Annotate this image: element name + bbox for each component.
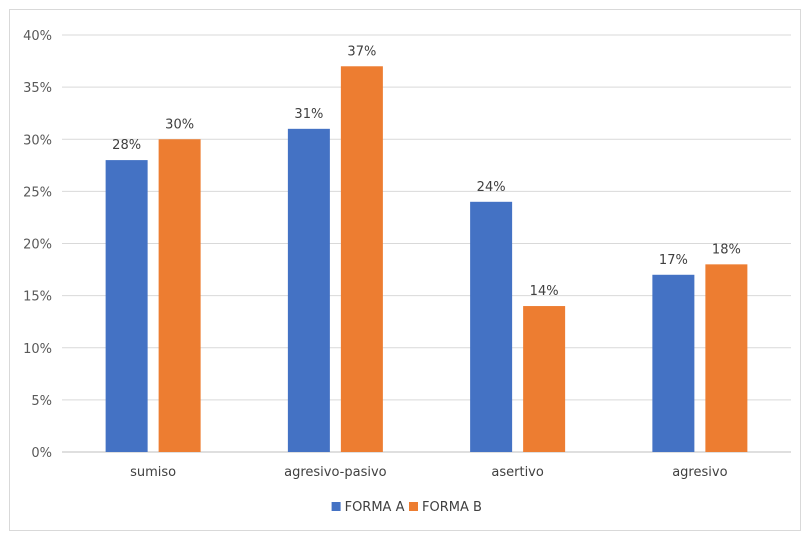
y-tick-label: 30% bbox=[23, 133, 52, 148]
data-label: 17% bbox=[659, 253, 688, 268]
data-label: 31% bbox=[294, 107, 323, 122]
bar-forma-a bbox=[287, 128, 330, 452]
bar-forma-b bbox=[523, 306, 566, 452]
bar-forma-a bbox=[470, 201, 513, 452]
data-label: 28% bbox=[112, 138, 141, 153]
bar-forma-b bbox=[340, 66, 383, 453]
x-tick-label: asertivo bbox=[491, 465, 543, 480]
y-tick-label: 10% bbox=[23, 342, 52, 357]
data-label: 18% bbox=[712, 242, 741, 257]
y-tick-label: 40% bbox=[23, 29, 52, 44]
data-label: 30% bbox=[165, 117, 194, 132]
data-label: 37% bbox=[347, 44, 376, 59]
data-label: 14% bbox=[530, 284, 559, 299]
y-axis: 0% 5% 10% 15% 20% 25% 30% 35% 40% bbox=[23, 29, 52, 461]
y-tick-label: 15% bbox=[23, 290, 52, 305]
legend-label: FORMA B bbox=[422, 500, 482, 515]
bar-forma-b bbox=[705, 264, 748, 452]
x-axis: sumiso agresivo-pasivo asertivo agresivo bbox=[130, 465, 727, 480]
x-tick-label: agresivo bbox=[672, 465, 727, 480]
y-tick-label: 0% bbox=[31, 446, 52, 461]
bar-forma-a bbox=[105, 160, 148, 452]
x-tick-label: agresivo-pasivo bbox=[284, 465, 387, 480]
bar-forma-b bbox=[158, 139, 201, 452]
legend-swatch bbox=[331, 502, 341, 511]
data-label: 24% bbox=[477, 180, 506, 195]
bar-forma-a bbox=[652, 274, 695, 452]
data-labels: 28% 30% 31% 37% 24% 14% 17% 18% bbox=[112, 44, 741, 299]
y-tick-label: 5% bbox=[31, 394, 52, 409]
legend: FORMA A FORMA B bbox=[331, 500, 482, 515]
legend-label: FORMA A bbox=[345, 500, 405, 515]
y-tick-label: 25% bbox=[23, 185, 52, 200]
legend-swatch bbox=[409, 502, 418, 511]
x-tick-label: sumiso bbox=[130, 465, 176, 480]
y-tick-label: 20% bbox=[23, 238, 52, 253]
bars bbox=[105, 66, 748, 453]
y-tick-label: 35% bbox=[23, 81, 52, 96]
